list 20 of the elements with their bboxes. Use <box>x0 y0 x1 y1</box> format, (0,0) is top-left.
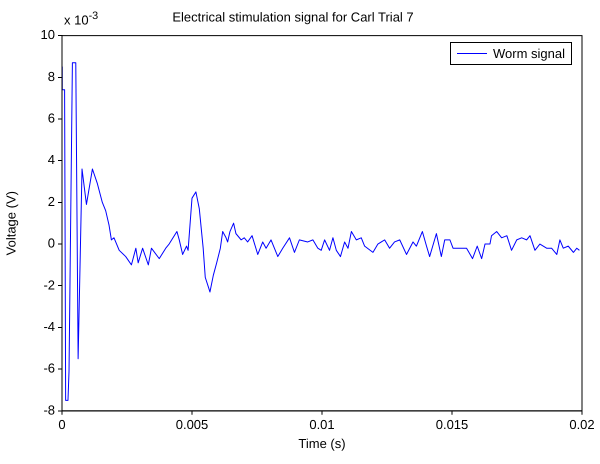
x-tick-label: 0.015 <box>436 417 468 432</box>
y-tick-label: 10 <box>40 27 55 42</box>
y-tick-label: 2 <box>48 194 55 209</box>
chart-title: Electrical stimulation signal for Carl Trial 7 <box>172 9 414 24</box>
x-tick-label: 0.01 <box>309 417 335 432</box>
y-tick-label: 8 <box>48 68 55 84</box>
x-tick-label: 0.005 <box>176 417 208 432</box>
y-axis-title: Voltage (V) <box>3 191 18 256</box>
y-tick-label: 4 <box>48 152 55 168</box>
y-tick-label: 6 <box>48 110 55 126</box>
x-tick-label: 0 <box>58 417 66 432</box>
y-tick-label: 0 <box>48 236 55 251</box>
y-tick-label: -6 <box>43 360 55 376</box>
y-tick-label: -2 <box>43 277 55 292</box>
text: x 10$^{-3}$ <box>64 10 98 28</box>
x-tick-label: 0.02 <box>569 417 595 432</box>
legend-label: Worm signal <box>492 46 565 61</box>
y-tick-label: -8 <box>43 402 55 418</box>
x-axis-title: Time (s) <box>298 436 346 451</box>
y-tick-label: -4 <box>43 319 55 334</box>
